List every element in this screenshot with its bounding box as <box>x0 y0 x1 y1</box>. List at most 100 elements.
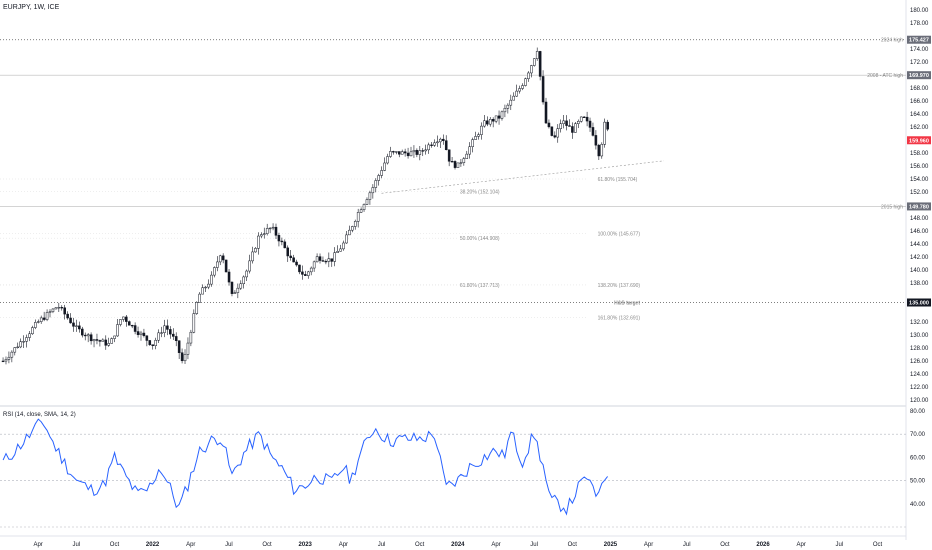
candle-body <box>488 119 492 125</box>
last-price-tag <box>907 136 931 145</box>
candle-body <box>45 312 49 320</box>
candle-body <box>95 339 99 341</box>
candle-body <box>477 134 480 137</box>
candle-body <box>289 255 292 258</box>
candle-body <box>301 271 304 275</box>
candle-body <box>89 334 93 342</box>
candle-body <box>389 151 392 157</box>
candle-body <box>535 51 539 59</box>
fib-label: 161.80% (132.691) <box>598 315 641 321</box>
level-label: 2008 - ATC high <box>867 73 903 79</box>
price-tick-label: 178.00 <box>910 21 929 27</box>
candle-body <box>415 150 419 155</box>
candle-body <box>286 247 290 257</box>
candle-body <box>486 120 489 125</box>
candle-body <box>603 121 606 145</box>
rsi-line <box>2 418 608 516</box>
candle-body <box>136 331 140 335</box>
candle-body <box>304 274 307 276</box>
candle-body <box>274 226 278 236</box>
candle-body <box>81 328 84 336</box>
candle-body <box>31 327 34 335</box>
candle-body <box>63 307 66 315</box>
candle-body <box>444 140 448 151</box>
candle-body <box>594 135 598 146</box>
price-tick-label: 174.00 <box>910 47 929 53</box>
candle-body <box>248 260 251 272</box>
time-tick-label: Apr <box>491 542 500 548</box>
candle-body <box>456 162 460 168</box>
candle-body <box>34 322 37 328</box>
candle-body <box>312 261 316 269</box>
candle-body <box>78 325 81 330</box>
candle-body <box>271 226 275 229</box>
candle-body <box>283 241 287 249</box>
time-tick-label: Jul <box>530 542 538 548</box>
rsi-tick-label: 70.00 <box>910 432 926 438</box>
candle-body <box>130 325 134 327</box>
price-tick-label: 166.00 <box>910 99 929 105</box>
candle-body <box>374 180 378 188</box>
candle-body <box>83 334 87 337</box>
candle-body <box>368 192 372 200</box>
time-tick-label: 2025 <box>604 542 618 548</box>
candle-body <box>474 136 477 140</box>
candle-body <box>177 340 181 353</box>
candle-body <box>280 240 284 243</box>
candle-body <box>239 283 243 289</box>
candle-body <box>262 233 266 235</box>
level-price-tag <box>907 202 931 211</box>
candle-body <box>497 115 501 119</box>
candle-body <box>465 153 469 159</box>
candle-body <box>242 276 245 285</box>
candle-body <box>298 264 301 273</box>
candle-body <box>450 161 454 163</box>
candle-body <box>553 135 557 138</box>
candle-body <box>139 332 143 335</box>
candle-body <box>60 307 64 309</box>
candle-body <box>151 344 155 346</box>
time-tick-label: Jul <box>225 542 233 548</box>
candle-body <box>101 339 105 342</box>
candle-body <box>251 251 254 262</box>
candle-body <box>538 51 542 77</box>
candle-body <box>148 340 152 345</box>
candle-body <box>86 334 90 337</box>
candle-body <box>550 126 554 136</box>
candle-body <box>544 101 548 124</box>
candle-body <box>210 274 213 285</box>
time-tick-label: Jul <box>836 542 844 548</box>
price-tick-label: 180.00 <box>910 8 929 14</box>
candle-body <box>351 226 354 231</box>
candle-body <box>98 340 102 342</box>
candle-body <box>10 351 14 358</box>
price-tick-label: 144.00 <box>910 242 929 248</box>
candle-body <box>597 144 601 157</box>
candle-body <box>180 352 184 362</box>
time-tick-label: Oct <box>262 542 272 548</box>
candle-body <box>527 72 530 80</box>
candle-body <box>57 307 61 309</box>
candle-body <box>568 125 571 127</box>
rsi-label: RSI (14, close, SMA, 14, 2) <box>3 412 76 418</box>
candle-body <box>582 116 586 118</box>
candle-body <box>453 161 457 168</box>
candle-body <box>318 256 322 261</box>
price-tick-label: 124.00 <box>910 372 929 378</box>
candle-body <box>462 158 466 163</box>
candle-body <box>377 175 380 181</box>
candle-body <box>327 258 331 262</box>
candle-body <box>591 127 595 136</box>
candle-body <box>213 267 216 276</box>
candle-body <box>233 292 237 294</box>
candle-body <box>371 187 375 194</box>
candle-body <box>207 283 210 288</box>
candle-body <box>42 317 46 320</box>
price-tick-label: 132.00 <box>910 320 929 326</box>
time-tick-label: Oct <box>873 542 883 548</box>
fib-label: 138.20% (137.690) <box>598 283 641 289</box>
fib-label: 61.80% (137.713) <box>460 283 500 289</box>
price-tick-label: 158.00 <box>910 151 929 157</box>
candle-body <box>51 308 55 312</box>
